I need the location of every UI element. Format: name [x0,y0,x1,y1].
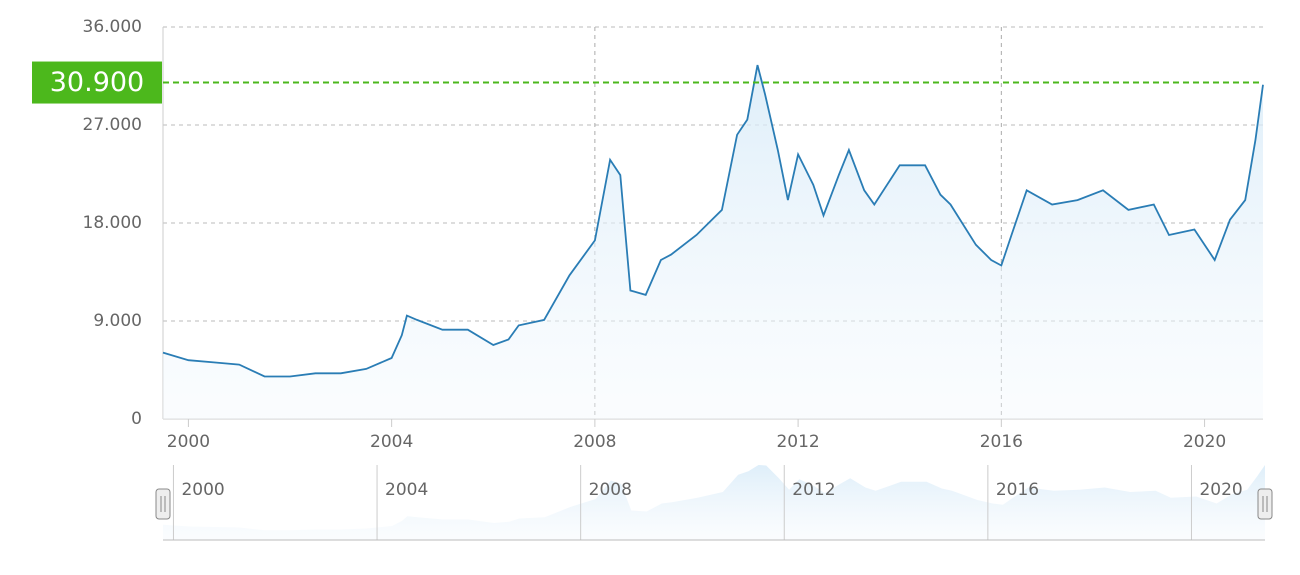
line [162,64,1264,378]
x-tick-label: 2008 [573,432,616,452]
x-tick-label: 2016 [980,432,1023,452]
y-tick-label: 18.000 [83,213,142,233]
navigator-handle [1257,488,1273,520]
navigator-label: 2012 [792,480,835,500]
navigator-label: 2016 [996,480,1039,500]
x-tick-label: 2004 [370,432,413,452]
current-label: 30.900 [50,67,144,98]
x-tick-label: 2000 [167,432,210,452]
navigator-label: 2008 [589,480,632,500]
x-tick-label: 2020 [1183,432,1226,452]
navigator-handle [155,488,171,520]
y-tick-label: 36.000 [83,17,142,37]
area [163,65,1263,419]
y-tick-label: 0 [131,409,142,429]
area [163,465,1265,540]
current-badge [32,61,162,104]
navigator-label: 2020 [1199,480,1242,500]
y-tick-label: 9.000 [93,311,142,331]
y-tick-label: 27.000 [83,115,142,135]
navigator-label: 2004 [385,480,428,500]
x-tick-label: 2012 [776,432,819,452]
navigator-label: 2000 [181,480,224,500]
